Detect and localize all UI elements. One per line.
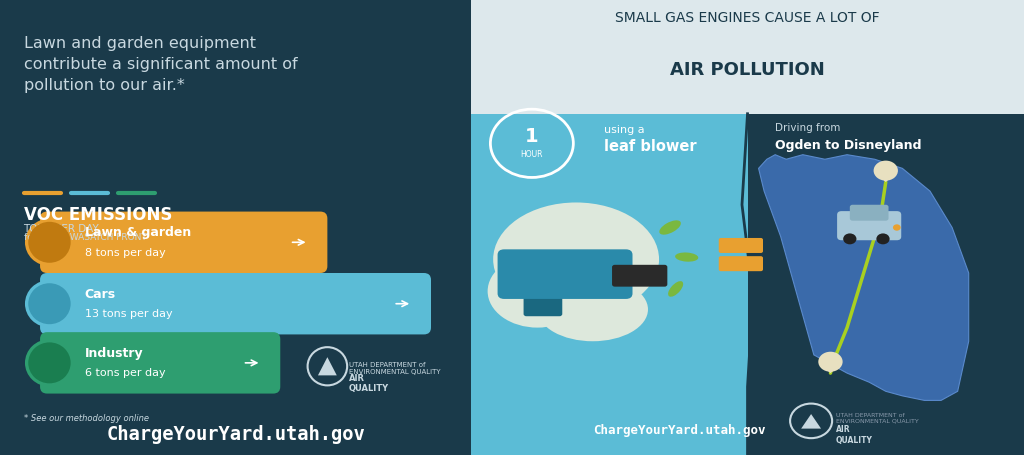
FancyBboxPatch shape xyxy=(471,114,748,455)
Polygon shape xyxy=(880,177,892,182)
Polygon shape xyxy=(824,368,837,373)
Ellipse shape xyxy=(675,253,698,262)
Text: Ogden to Disneyland: Ogden to Disneyland xyxy=(775,139,922,152)
Text: Cars: Cars xyxy=(85,288,116,301)
Circle shape xyxy=(818,352,843,372)
Text: VOC EMISSIONS: VOC EMISSIONS xyxy=(24,206,172,224)
Text: SMALL GAS ENGINES CAUSE A LOT OF: SMALL GAS ENGINES CAUSE A LOT OF xyxy=(615,11,880,25)
Text: UTAH DEPARTMENT of
ENVIRONMENTAL QUALITY: UTAH DEPARTMENT of ENVIRONMENTAL QUALITY xyxy=(836,413,919,424)
Polygon shape xyxy=(759,155,969,400)
Polygon shape xyxy=(318,357,337,375)
Text: HOUR: HOUR xyxy=(520,150,543,159)
FancyBboxPatch shape xyxy=(719,256,763,271)
Text: AIR POLLUTION: AIR POLLUTION xyxy=(670,61,825,80)
Text: Lawn & garden: Lawn & garden xyxy=(85,226,191,239)
Text: * See our methodology online: * See our methodology online xyxy=(24,414,148,423)
Circle shape xyxy=(29,283,71,324)
Text: 1: 1 xyxy=(525,127,539,146)
Text: using a: using a xyxy=(604,125,644,135)
FancyBboxPatch shape xyxy=(40,332,281,394)
FancyBboxPatch shape xyxy=(719,238,763,253)
FancyBboxPatch shape xyxy=(523,287,562,316)
Text: ChargeYourYard.utah.gov: ChargeYourYard.utah.gov xyxy=(106,425,365,444)
Circle shape xyxy=(25,280,74,328)
Text: AIR
QUALITY: AIR QUALITY xyxy=(348,374,389,394)
FancyBboxPatch shape xyxy=(612,265,668,287)
Circle shape xyxy=(25,339,74,387)
Ellipse shape xyxy=(487,255,587,328)
Text: 13 tons per day: 13 tons per day xyxy=(85,309,172,319)
FancyBboxPatch shape xyxy=(40,212,328,273)
FancyBboxPatch shape xyxy=(850,205,889,221)
Circle shape xyxy=(25,219,74,266)
FancyBboxPatch shape xyxy=(498,249,633,299)
Ellipse shape xyxy=(668,281,683,297)
FancyBboxPatch shape xyxy=(837,211,901,240)
Circle shape xyxy=(29,343,71,383)
Text: Lawn and garden equipment
contribute a significant amount of
pollution to our ai: Lawn and garden equipment contribute a s… xyxy=(24,36,297,93)
Polygon shape xyxy=(801,414,821,429)
Text: 8 tons per day: 8 tons per day xyxy=(85,248,166,258)
FancyBboxPatch shape xyxy=(748,114,1024,455)
Text: Driving from: Driving from xyxy=(775,123,841,133)
Circle shape xyxy=(29,222,71,263)
Text: for the N. WASATCH FRONT: for the N. WASATCH FRONT xyxy=(24,233,146,242)
Ellipse shape xyxy=(494,202,659,316)
Ellipse shape xyxy=(659,220,681,235)
Text: leaf blower: leaf blower xyxy=(604,139,696,154)
Text: UTAH DEPARTMENT of
ENVIRONMENTAL QUALITY: UTAH DEPARTMENT of ENVIRONMENTAL QUALITY xyxy=(348,362,440,375)
Text: TONS PER DAY: TONS PER DAY xyxy=(24,224,99,234)
Circle shape xyxy=(843,233,856,244)
Circle shape xyxy=(873,161,898,181)
Circle shape xyxy=(893,224,901,231)
Ellipse shape xyxy=(538,278,648,341)
Text: ChargeYourYard.utah.gov: ChargeYourYard.utah.gov xyxy=(593,424,765,437)
Text: AIR
QUALITY: AIR QUALITY xyxy=(836,425,872,445)
FancyBboxPatch shape xyxy=(40,273,431,334)
FancyBboxPatch shape xyxy=(471,0,1024,114)
Text: Industry: Industry xyxy=(85,347,143,360)
Circle shape xyxy=(877,233,890,244)
Text: 6 tons per day: 6 tons per day xyxy=(85,369,166,379)
